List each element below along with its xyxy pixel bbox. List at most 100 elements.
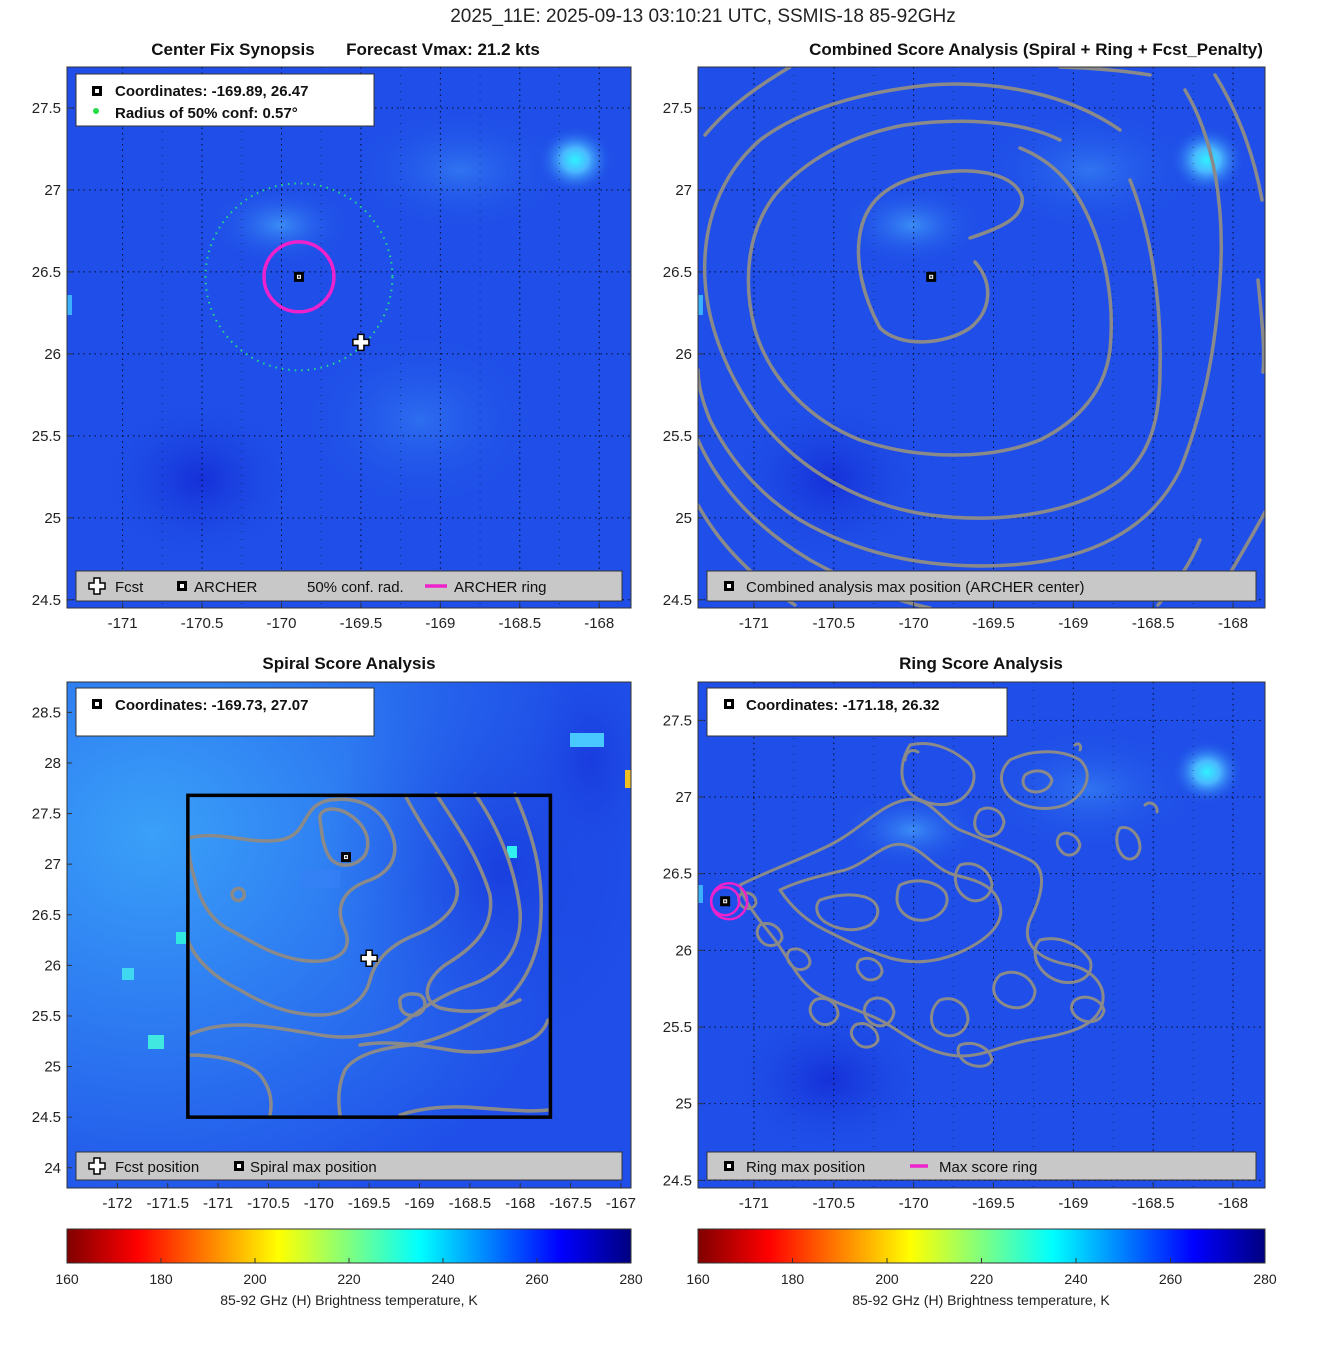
colorbar-tick-label: 280 — [619, 1271, 643, 1287]
tick-label-y: 25 — [44, 1059, 61, 1076]
tick-label-y: 25.5 — [32, 1008, 61, 1025]
panel-ring: Ring Score Analysis — [663, 654, 1266, 1212]
legend-combined-max: Combined analysis max position (ARCHER c… — [746, 579, 1084, 596]
legend-square-icon — [177, 581, 187, 591]
synopsis-soft-area — [210, 185, 350, 265]
spiral-contour — [337, 792, 544, 1117]
tick-label-y: 24.5 — [663, 1172, 692, 1189]
synopsis-title: Center Fix Synopsis — [151, 40, 314, 59]
tick-label-y: 26.5 — [32, 264, 61, 281]
colorbar-tick-label: 200 — [875, 1271, 899, 1287]
ring-contour — [785, 947, 812, 972]
tick-label-y: 24.5 — [663, 592, 692, 609]
tick-label-x: -169 — [1058, 615, 1088, 632]
tick-label-x: -171 — [203, 1195, 233, 1212]
colorbar-tick-label: 160 — [55, 1271, 79, 1287]
spiral-contour — [358, 1018, 550, 1054]
tick-label-x: -168.5 — [449, 1195, 492, 1212]
tick-label-x: -167 — [606, 1195, 636, 1212]
colorbar-tick-label: 280 — [1253, 1271, 1277, 1287]
combined-contour — [1256, 278, 1265, 374]
ring-contour — [1055, 831, 1082, 857]
spiral-contour — [398, 1105, 550, 1117]
synopsis-coordinates: Coordinates: -169.89, 26.47 — [115, 83, 308, 100]
tick-label-x: -169.5 — [972, 615, 1015, 632]
synopsis-soft-area-2 — [350, 110, 570, 230]
panel-combined: Combined Score Analysis (Spiral + Ring +… — [663, 40, 1266, 632]
tick-label-x: -168.5 — [499, 615, 542, 632]
tick-label-x: -171.5 — [146, 1195, 189, 1212]
ring-contour — [1070, 995, 1106, 1024]
combined-legend — [706, 570, 1257, 602]
spiral-edge-pixel — [625, 770, 631, 788]
tick-label-y: 26.5 — [663, 264, 692, 281]
tick-label-x: -170 — [304, 1195, 334, 1212]
archer-ring — [262, 240, 336, 314]
ring-axes-frame — [697, 681, 1266, 1189]
tick-label-y: 27 — [44, 182, 61, 199]
colorbar-left-ticks: 160 180 200 220 240 260 280 — [55, 1258, 643, 1287]
info-dot-icon — [93, 108, 99, 114]
combined-grid — [698, 67, 1265, 608]
spiral-warm-pixel — [507, 846, 517, 858]
tick-label-y: 24.5 — [32, 1109, 61, 1126]
spiral-contour — [425, 792, 522, 1013]
ring-ticks: -171 -170.5 -170 -169.5 -169 -168.5 -168 24.5 25… — [663, 712, 1248, 1212]
tick-label-x: -171 — [739, 1195, 769, 1212]
ring-contour — [900, 742, 976, 807]
colorbar-tick-label: 180 — [149, 1271, 173, 1287]
legend-square-icon — [724, 581, 734, 591]
legend-archer-ring: ARCHER ring — [454, 579, 547, 596]
spiral-legend — [75, 1151, 623, 1181]
spiral-max-marker — [340, 852, 351, 863]
ring-contour — [1143, 801, 1159, 814]
marker-square-dot — [344, 855, 348, 859]
tick-label-y: 24.5 — [32, 592, 61, 609]
archer-center-marker — [293, 271, 304, 282]
ring-edge-pixel — [698, 885, 703, 903]
ring-contour — [973, 806, 1006, 838]
tick-label-y: 25 — [675, 1096, 692, 1113]
ring-info-box — [706, 687, 1008, 737]
tick-label-x: -168.5 — [1132, 615, 1175, 632]
ring-soft-area — [842, 792, 982, 868]
synopsis-legend — [75, 570, 623, 602]
legend-plus-icon — [88, 1157, 106, 1175]
combined-contour — [702, 82, 1162, 520]
tick-label-y: 26.5 — [663, 866, 692, 883]
ring-contour — [953, 862, 994, 903]
synopsis-info-box — [75, 73, 375, 127]
ring-coordinates: Coordinates: -171.18, 26.32 — [746, 697, 939, 714]
ring-contours — [737, 742, 1159, 1068]
legend-conf: 50% conf. rad. — [307, 579, 404, 596]
marker-square-dot — [929, 275, 933, 279]
spiral-warm-pixel — [176, 932, 186, 944]
tick-label-x: -170 — [899, 615, 929, 632]
combined-soft-area — [842, 185, 982, 265]
spiral-soft-pixel — [300, 870, 340, 888]
combined-ticks: -171 -170.5 -170 -169.5 -169 -168.5 -168 24.5 25… — [663, 100, 1248, 632]
combined-max-marker — [926, 271, 937, 282]
tick-label-y: 27.5 — [663, 100, 692, 117]
tick-label-y: 27.5 — [32, 806, 61, 823]
colorbar-tick-label: 160 — [686, 1271, 710, 1287]
ring-contour — [849, 1022, 880, 1049]
colorbar-right: 160 180 200 220 240 260 280 85-92 GHz (H) Brig… — [686, 1228, 1277, 1308]
synopsis-radius: Radius of 50% conf: 0.57° — [115, 105, 298, 122]
colorbar-tick-label: 260 — [1159, 1271, 1183, 1287]
colorbar-tick-label: 220 — [337, 1271, 361, 1287]
tick-label-y: 27 — [675, 182, 692, 199]
colorbar-tick-label: 220 — [970, 1271, 994, 1287]
spiral-search-box — [186, 793, 553, 1119]
ring-contour — [855, 956, 884, 982]
ring-contour — [903, 748, 920, 762]
tick-label-x: -171 — [108, 615, 138, 632]
spiral-contour — [186, 793, 459, 1017]
colorbar-left-label: 85-92 GHz (H) Brightness temperature, K — [220, 1292, 478, 1308]
spiral-warm-pixel — [122, 968, 134, 980]
tick-label-x: -168 — [584, 615, 614, 632]
tick-label-y: 25 — [675, 510, 692, 527]
combined-edge-pixel — [698, 295, 703, 315]
spiral-warm-pixel — [570, 733, 604, 747]
ring-contour — [1033, 937, 1093, 985]
